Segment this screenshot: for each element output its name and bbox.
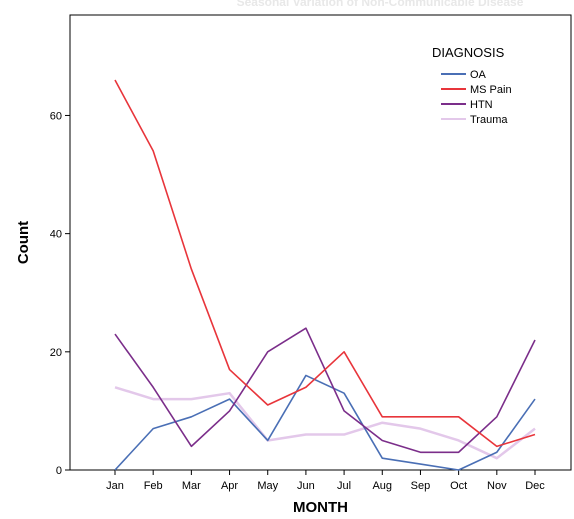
legend-label: HTN [470, 99, 493, 111]
x-tick-label: Mar [182, 480, 201, 492]
x-tick-label: Aug [372, 480, 392, 492]
y-tick-label: 40 [50, 229, 62, 241]
y-axis-title: Count [15, 221, 32, 264]
x-axis-title: MONTH [293, 499, 348, 516]
y-tick-label: 60 [50, 110, 62, 122]
x-tick-label: Jun [297, 480, 315, 492]
legend-title: DIAGNOSIS [432, 45, 505, 60]
plot-frame [69, 14, 572, 471]
series-line-oa [114, 374, 536, 471]
x-tick-label: Oct [450, 480, 467, 492]
series-layer [114, 79, 536, 471]
legend: DIAGNOSIS OA MS Pain HTN Trauma [432, 45, 512, 126]
x-axis: Jan Feb Mar Apr May Jun Jul Aug Sep Oct Nov Dec [106, 470, 545, 492]
x-tick-label: Dec [525, 480, 545, 492]
x-tick-label: Sep [411, 480, 431, 492]
y-axis: 0 20 40 60 [50, 110, 70, 477]
legend-label: OA [470, 69, 487, 81]
x-tick-label: Jan [106, 480, 124, 492]
series-line-ms-pain [114, 79, 536, 448]
chart-title: Seasonal Variation of Non-Communicable D… [237, 0, 524, 9]
x-tick-label: Nov [487, 480, 507, 492]
y-tick-label: 0 [56, 465, 62, 477]
x-tick-label: Jul [337, 480, 351, 492]
legend-label: MS Pain [470, 84, 512, 96]
x-tick-label: May [257, 480, 278, 492]
legend-label: Trauma [470, 114, 508, 126]
series-line-trauma [114, 386, 536, 460]
x-tick-label: Feb [144, 480, 163, 492]
x-tick-label: Apr [221, 480, 238, 492]
y-tick-label: 20 [50, 347, 62, 359]
